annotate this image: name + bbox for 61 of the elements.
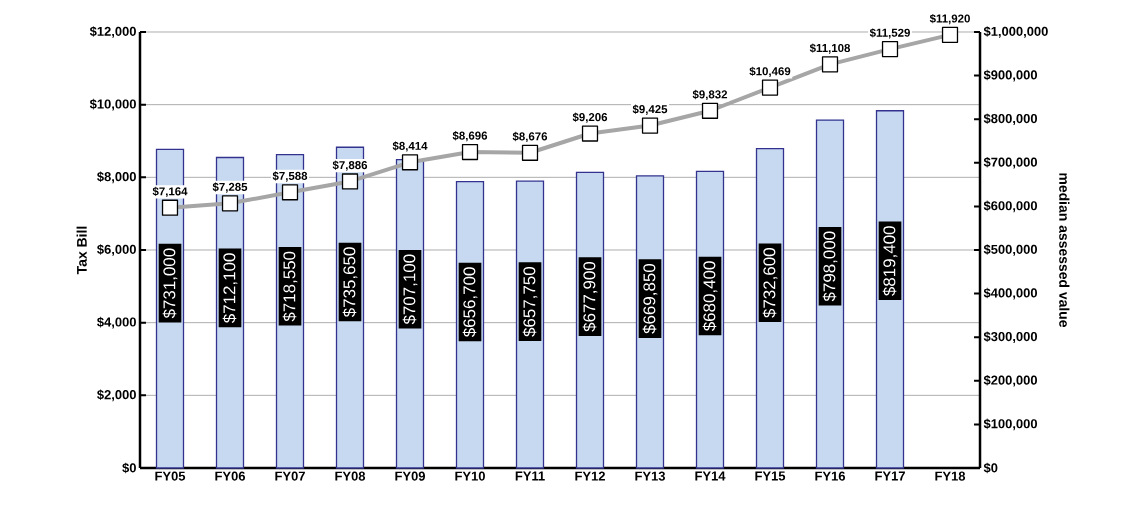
- y2-tick-label: $0: [983, 462, 998, 474]
- data-label: $731,000: [162, 248, 178, 319]
- data-label: $7,285: [212, 182, 248, 193]
- data-label: $798,000: [822, 231, 838, 302]
- y-tick-label: $12,000: [89, 26, 136, 38]
- data-label: $677,900: [582, 261, 598, 332]
- x-tick-label: FY15: [755, 471, 786, 481]
- y2-axis-title: median assessed value: [1059, 173, 1070, 328]
- data-label: $669,850: [642, 263, 658, 334]
- y2-tick-label: $800,000: [983, 113, 1038, 125]
- x-tick-label: FY13: [635, 471, 666, 481]
- y2-tick-label: $400,000: [983, 287, 1038, 300]
- x-tick-label: FY06: [215, 471, 246, 481]
- data-label: $707,100: [402, 254, 418, 325]
- y2-tick-label: $200,000: [983, 374, 1038, 387]
- x-tick-label: FY10: [455, 471, 485, 481]
- y2-tick-label: $1,000,000: [983, 26, 1048, 38]
- y-tick-label: $2,000: [97, 389, 136, 402]
- data-label: $7,588: [272, 171, 308, 182]
- x-tick-label: FY05: [155, 471, 186, 481]
- x-tick-label: FY16: [815, 471, 846, 481]
- y-tick-label: $0: [122, 462, 136, 474]
- y-axis-title: Tax Bill: [76, 226, 87, 275]
- data-label: $7,164: [152, 186, 188, 198]
- y-tick-label: $6,000: [97, 244, 136, 256]
- data-label: $7,886: [332, 160, 368, 171]
- data-label: $8,676: [512, 131, 548, 143]
- data-label: $657,750: [522, 267, 538, 337]
- y2-tick-label: $300,000: [983, 331, 1038, 343]
- y-tick-label: $8,000: [97, 171, 136, 184]
- y2-tick-label: $700,000: [983, 156, 1038, 169]
- y-tick-label: $4,000: [97, 316, 136, 329]
- data-label: $9,206: [572, 112, 608, 123]
- x-tick-label: FY17: [875, 471, 905, 481]
- data-label: $718,550: [282, 251, 298, 322]
- x-tick-label: FY14: [695, 471, 726, 481]
- x-tick-label: FY12: [575, 471, 605, 481]
- data-label: $11,529: [869, 28, 910, 39]
- data-label: $680,400: [702, 261, 718, 332]
- data-label: $9,832: [692, 89, 728, 101]
- data-label: $656,700: [462, 267, 478, 338]
- data-label: $712,100: [222, 253, 238, 324]
- data-label: $8,696: [452, 131, 488, 142]
- y2-tick-label: $600,000: [983, 200, 1038, 213]
- data-label: $735,650: [342, 247, 358, 318]
- data-label: $819,400: [882, 226, 898, 296]
- y2-tick-label: $900,000: [983, 69, 1038, 82]
- x-tick-label: FY07: [275, 471, 305, 481]
- y2-tick-label: $100,000: [983, 418, 1038, 431]
- data-label: $11,920: [929, 13, 970, 25]
- data-label: $11,108: [809, 43, 851, 54]
- y2-tick-label: $500,000: [983, 244, 1038, 256]
- x-tick-label: FY18: [935, 471, 966, 481]
- data-label: $9,425: [632, 104, 668, 115]
- data-label: $8,414: [392, 141, 428, 152]
- y-tick-label: $10,000: [89, 98, 136, 111]
- x-tick-label: FY09: [395, 471, 425, 481]
- data-label: $10,469: [749, 66, 791, 77]
- x-tick-label: FY08: [335, 471, 366, 481]
- x-tick-label: FY11: [515, 471, 545, 481]
- data-label: $732,600: [762, 248, 778, 318]
